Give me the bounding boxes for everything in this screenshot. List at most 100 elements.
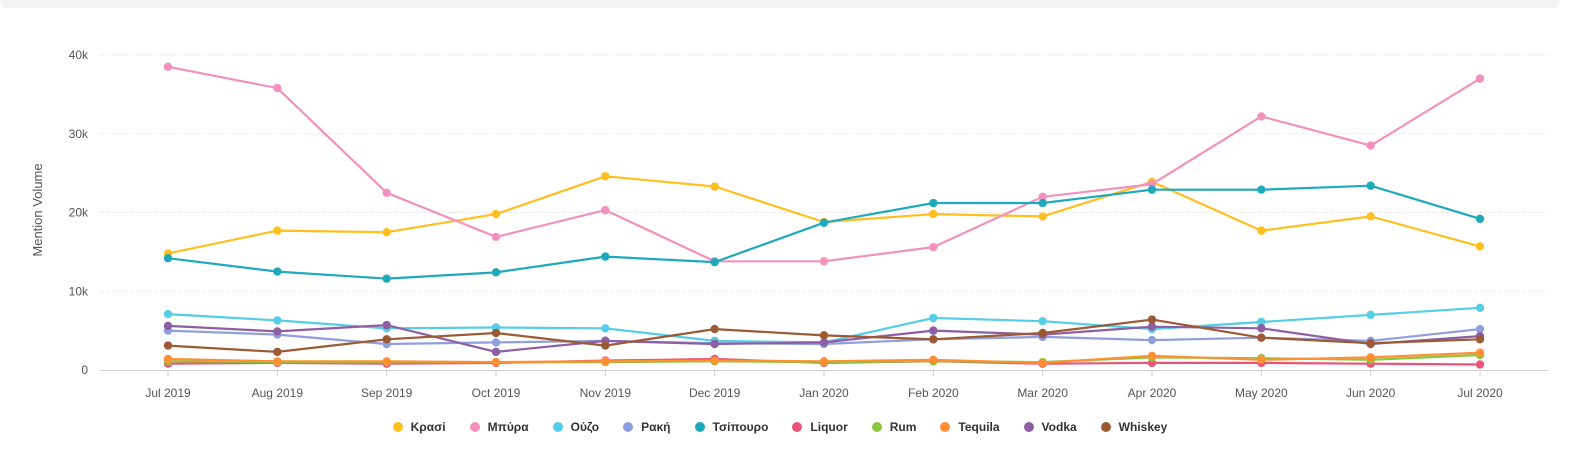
legend-item[interactable]: Ούζο (552, 420, 600, 434)
y-tick-label: 0 (81, 363, 88, 377)
legend-item[interactable]: Κρασί (392, 420, 446, 434)
data-point[interactable] (710, 257, 719, 267)
data-point[interactable] (163, 62, 173, 72)
data-point[interactable] (382, 188, 391, 198)
legend-item[interactable]: Liquor (792, 420, 848, 434)
data-point[interactable] (1366, 339, 1375, 348)
data-point[interactable] (1475, 214, 1485, 223)
legend-item[interactable]: Rum (871, 420, 916, 434)
data-point[interactable] (1366, 353, 1375, 362)
data-point[interactable] (929, 355, 938, 364)
data-point[interactable] (819, 218, 829, 227)
data-point[interactable] (491, 338, 501, 347)
data-point[interactable] (1147, 322, 1157, 331)
legend-label: Liquor (810, 420, 848, 434)
data-point[interactable] (601, 252, 610, 261)
data-point[interactable] (382, 320, 391, 330)
data-point[interactable] (929, 209, 938, 219)
data-point[interactable] (163, 309, 173, 319)
data-point[interactable] (382, 335, 391, 344)
legend-label: Ούζο (570, 420, 600, 434)
data-point[interactable] (491, 232, 501, 242)
data-point[interactable] (382, 357, 391, 366)
data-point[interactable] (1038, 198, 1047, 208)
data-point[interactable] (819, 257, 829, 266)
data-point[interactable] (491, 357, 501, 367)
x-axis: Jul 2019 Aug 2019 Sep 2019 Oct 2019 Nov 2019… (100, 370, 1548, 400)
data-point[interactable] (1257, 317, 1266, 327)
data-point[interactable] (710, 182, 719, 191)
data-point[interactable] (1257, 185, 1266, 194)
data-point[interactable] (1257, 324, 1266, 333)
data-point[interactable] (1257, 333, 1266, 342)
data-point[interactable] (491, 209, 501, 219)
data-point[interactable] (1475, 242, 1485, 251)
data-point[interactable] (1366, 141, 1375, 150)
x-tick-label: Jul 2019 (145, 386, 191, 400)
data-point[interactable] (1366, 310, 1375, 320)
data-point[interactable] (929, 242, 938, 252)
data-point[interactable] (601, 324, 610, 333)
legend-item[interactable]: Ρακή (623, 420, 671, 434)
x-tick-label: Nov 2019 (580, 386, 632, 400)
data-point[interactable] (710, 339, 719, 349)
data-point[interactable] (710, 356, 719, 365)
data-point[interactable] (163, 253, 173, 263)
data-point[interactable] (273, 327, 282, 336)
data-point[interactable] (929, 198, 938, 208)
legend-item[interactable]: Whiskey (1100, 420, 1167, 434)
data-point[interactable] (1038, 316, 1047, 326)
legend-item[interactable]: Τσίπουρο (694, 420, 768, 434)
data-point[interactable] (601, 341, 610, 350)
data-point[interactable] (1038, 212, 1047, 221)
data-point[interactable] (601, 172, 610, 181)
data-point[interactable] (491, 328, 501, 338)
data-point[interactable] (273, 357, 282, 366)
data-point[interactable] (1257, 355, 1266, 364)
data-point[interactable] (273, 347, 282, 357)
data-point[interactable] (1475, 360, 1485, 369)
legend-item[interactable]: Vodka (1023, 420, 1077, 434)
data-point[interactable] (163, 354, 173, 364)
data-point[interactable] (1475, 74, 1485, 83)
data-point[interactable] (1038, 328, 1047, 338)
legend-item[interactable]: Tequila (940, 420, 1000, 434)
data-point[interactable] (1147, 315, 1157, 324)
legend-item[interactable]: Μπύρα (469, 420, 529, 434)
data-point[interactable] (1366, 181, 1375, 190)
data-point[interactable] (273, 267, 282, 276)
data-point[interactable] (1257, 226, 1266, 235)
data-point[interactable] (1366, 212, 1375, 221)
data-point[interactable] (819, 338, 829, 347)
data-point[interactable] (1475, 303, 1485, 312)
data-point[interactable] (819, 357, 829, 366)
x-tick-label: Sep 2019 (361, 386, 413, 400)
data-point[interactable] (1038, 358, 1047, 368)
data-point[interactable] (1475, 324, 1485, 334)
data-point[interactable] (273, 226, 282, 235)
data-point[interactable] (929, 326, 938, 335)
data-point[interactable] (929, 313, 938, 323)
data-point[interactable] (491, 347, 501, 357)
data-point[interactable] (163, 321, 173, 331)
data-point[interactable] (382, 227, 391, 237)
data-point[interactable] (1147, 185, 1157, 194)
data-point[interactable] (1475, 348, 1485, 357)
data-point[interactable] (929, 335, 938, 344)
y-tick-label: 10k (69, 284, 89, 298)
data-point[interactable] (1475, 335, 1485, 344)
data-point[interactable] (601, 205, 610, 215)
data-point[interactable] (382, 274, 391, 283)
data-point[interactable] (1038, 192, 1047, 201)
data-point[interactable] (1147, 335, 1157, 345)
legend-label: Tequila (958, 420, 1000, 434)
data-point[interactable] (273, 316, 282, 325)
data-point[interactable] (163, 341, 173, 350)
data-point[interactable] (491, 268, 501, 277)
data-point[interactable] (819, 331, 829, 340)
data-point[interactable] (273, 83, 282, 93)
data-point[interactable] (1147, 351, 1157, 361)
data-point[interactable] (601, 357, 610, 366)
data-point[interactable] (710, 324, 719, 334)
data-point[interactable] (1257, 112, 1266, 121)
